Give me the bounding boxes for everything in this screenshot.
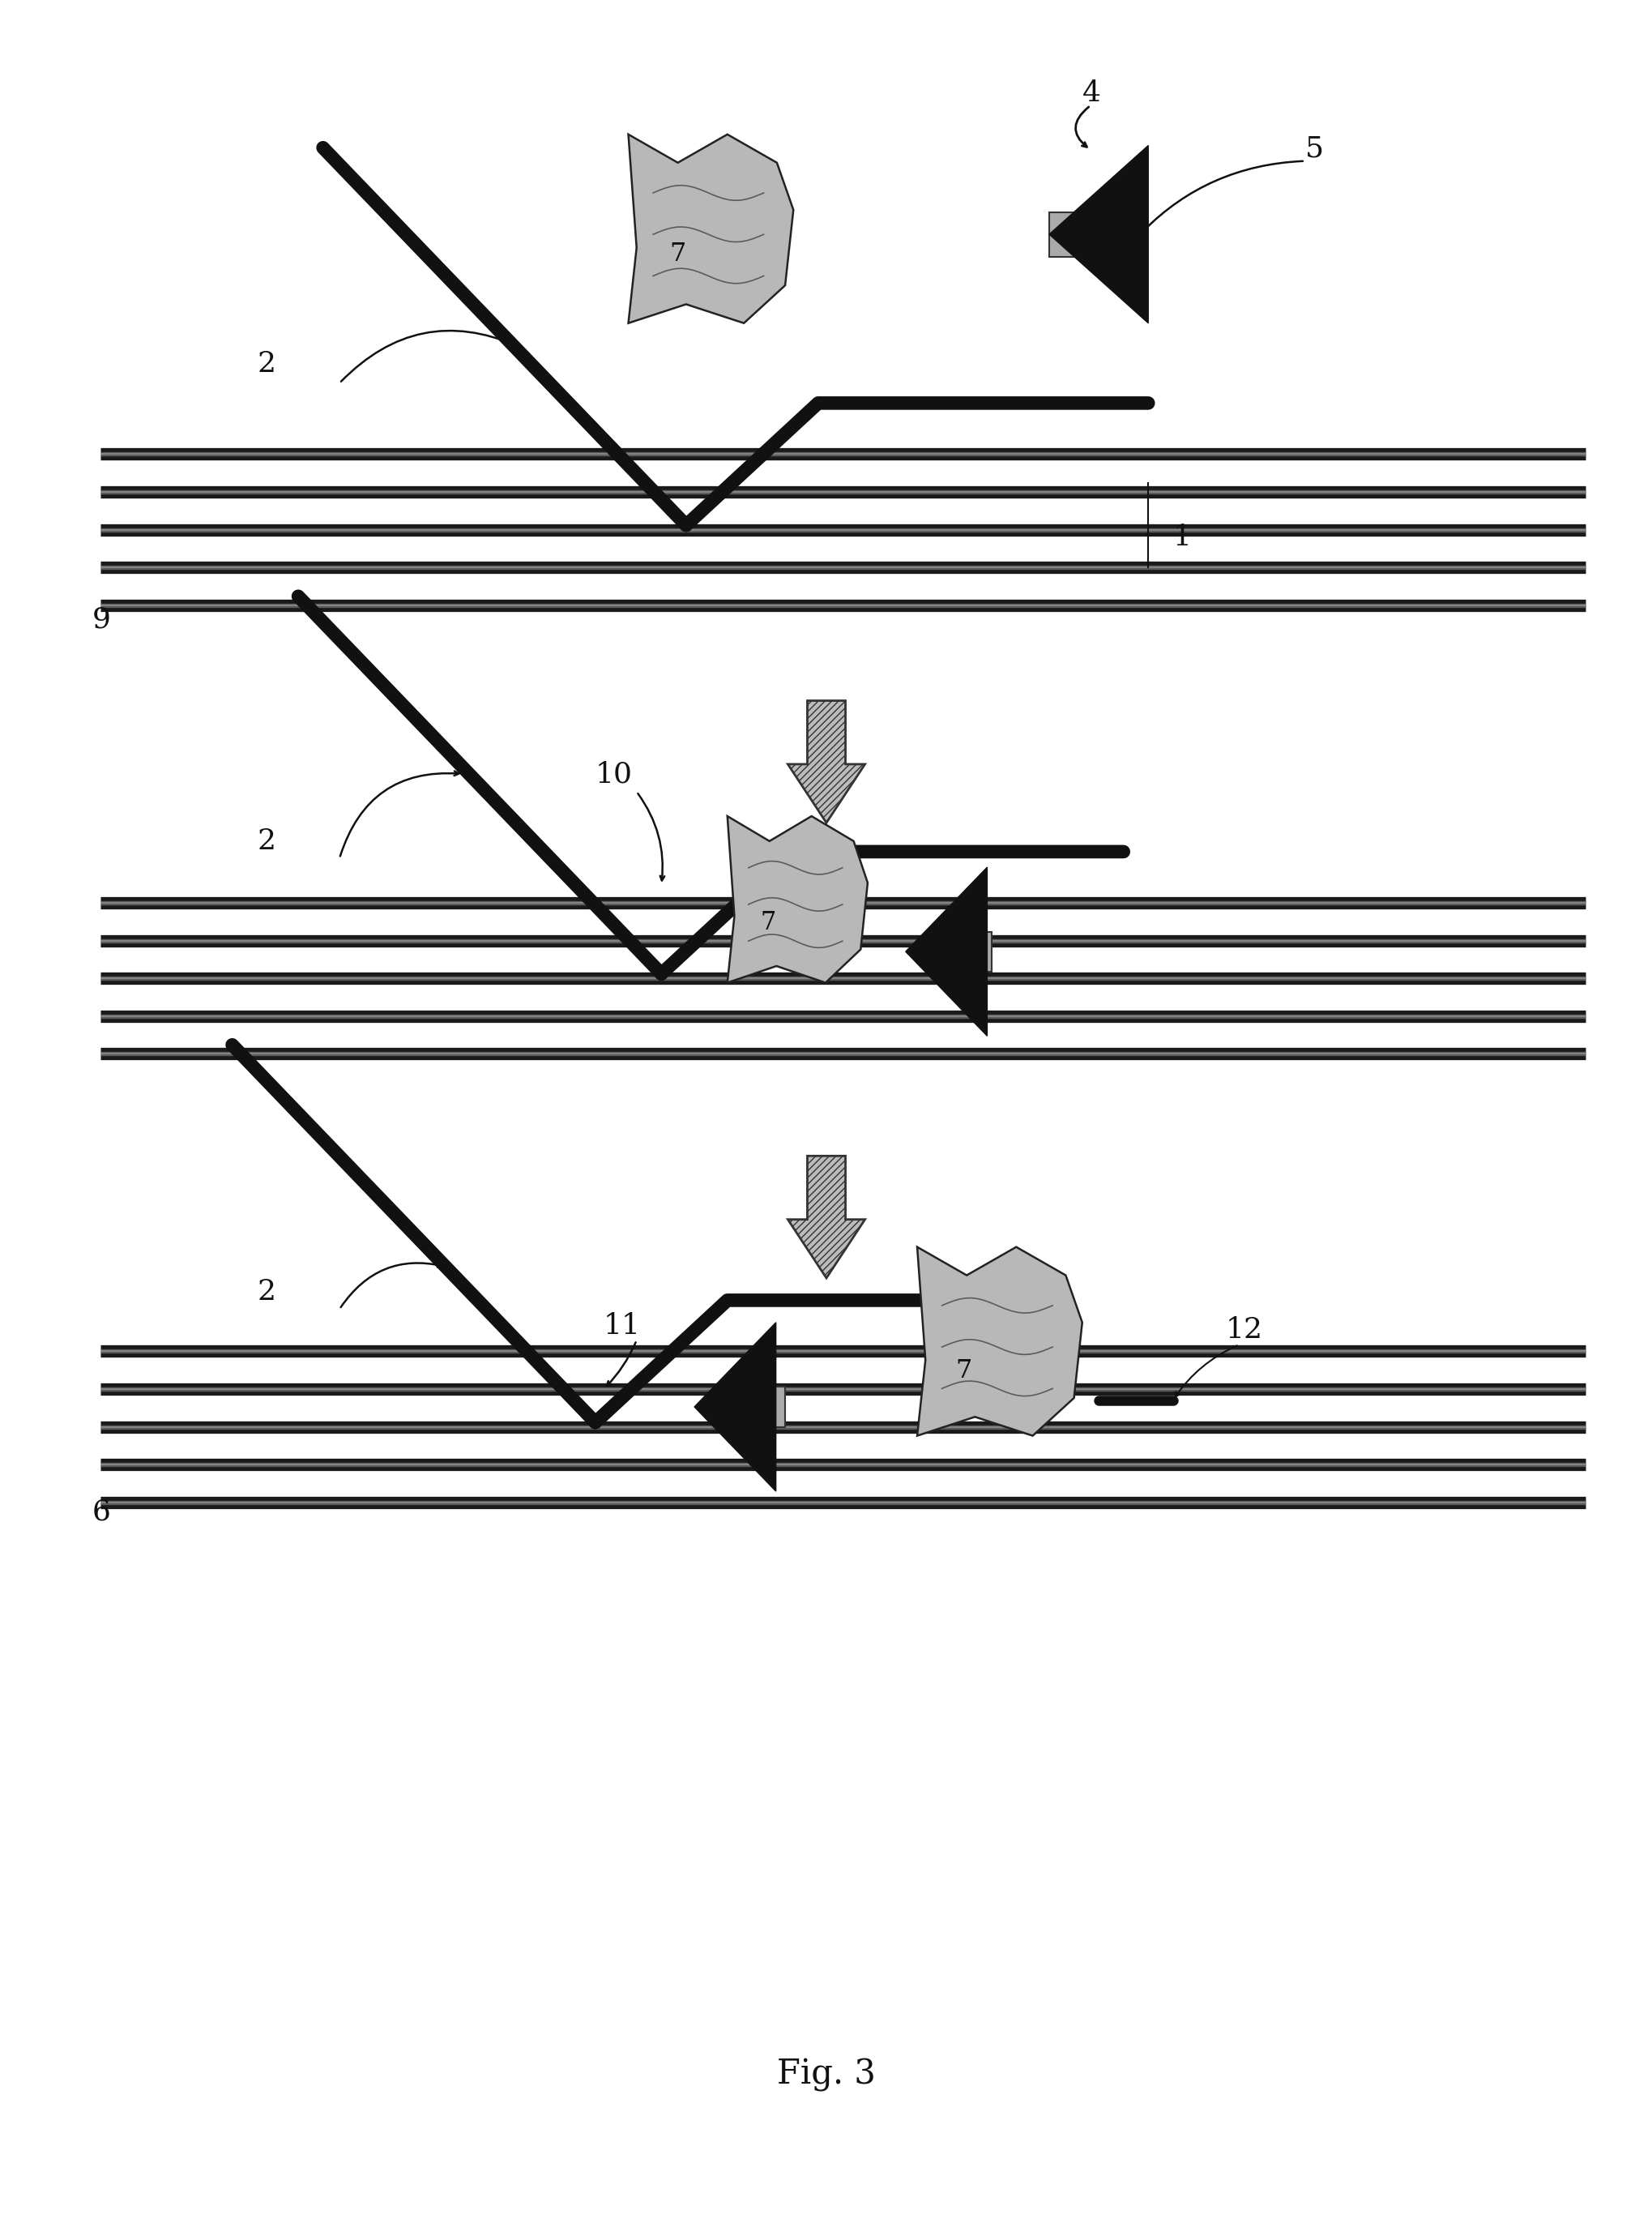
Text: 2: 2 <box>256 349 276 378</box>
Polygon shape <box>1049 144 1148 322</box>
Polygon shape <box>788 700 864 823</box>
Text: 1: 1 <box>1173 522 1191 551</box>
Text: 11: 11 <box>603 1312 641 1338</box>
Text: 2: 2 <box>256 1278 276 1305</box>
Text: 12: 12 <box>1226 1316 1262 1343</box>
Text: 7: 7 <box>760 909 776 936</box>
Text: 5: 5 <box>1305 136 1323 162</box>
Text: 7: 7 <box>669 242 686 267</box>
Bar <box>760 1387 785 1427</box>
Text: 10: 10 <box>595 760 633 789</box>
Text: Fig. 3: Fig. 3 <box>776 2058 876 2092</box>
Polygon shape <box>727 816 867 983</box>
Polygon shape <box>628 133 793 322</box>
Bar <box>1049 211 1132 256</box>
Text: 2: 2 <box>256 827 276 856</box>
Polygon shape <box>788 1156 864 1278</box>
Polygon shape <box>917 1247 1082 1436</box>
Bar <box>971 931 991 971</box>
Text: 7: 7 <box>955 1358 971 1383</box>
Polygon shape <box>694 1323 775 1492</box>
Text: 6: 6 <box>93 1498 111 1525</box>
Polygon shape <box>905 867 986 1036</box>
Text: 9: 9 <box>93 605 111 634</box>
Text: 4: 4 <box>1082 80 1100 107</box>
